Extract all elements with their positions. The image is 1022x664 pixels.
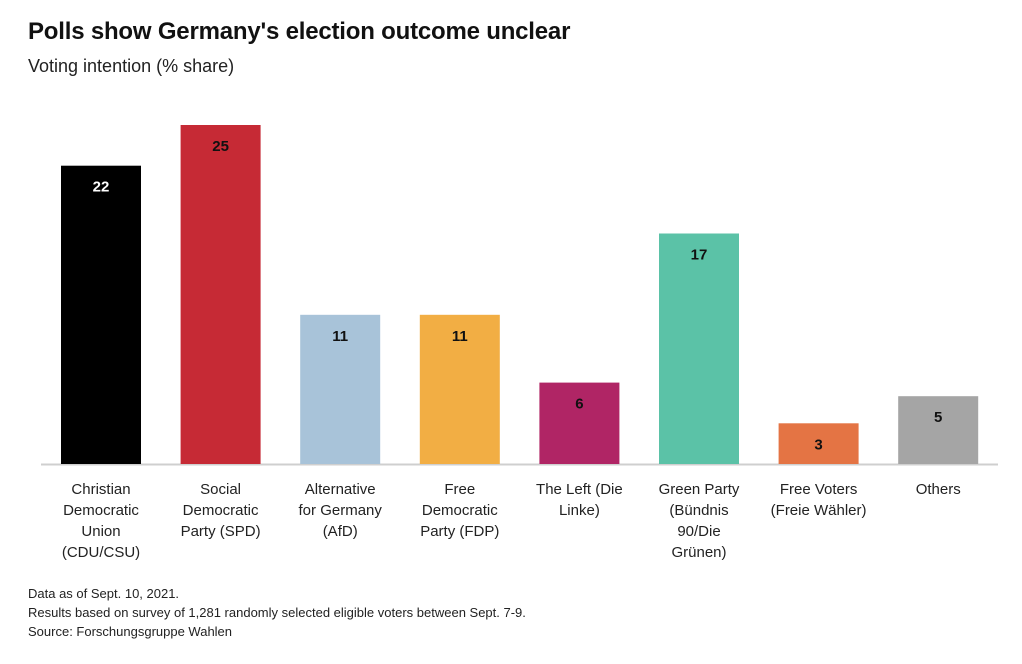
category-label: Free Democratic Party (FDP) (420, 481, 499, 540)
note-data-date: Data as of Sept. 10, 2021. (28, 586, 180, 601)
bar-value-label: 11 (332, 328, 348, 345)
chart-title: Polls show Germany's election outcome un… (28, 18, 571, 45)
bar-6 (778, 423, 859, 464)
bar-5 (659, 233, 739, 464)
bars-group: 22 Christian Democratic Union (CDU/CSU) 25 Soc… (61, 125, 979, 561)
chart-subtitle: Voting intention (% share) (28, 56, 235, 76)
bar-value-label: 22 (93, 179, 110, 196)
bar-0 (61, 165, 141, 464)
bar-3 (419, 314, 500, 464)
bar-value-label: 3 (814, 436, 822, 453)
note-survey: Results based on survey of 1,281 randoml… (28, 605, 526, 620)
category-label: Alternative for Germany (AfD) (299, 481, 383, 540)
note-source: Source: Forschungsgruppe Wahlen (28, 624, 233, 639)
category-label: Christian Democratic Union (CDU/CSU) (62, 481, 140, 561)
category-label: Free Voters (Freie Wähler) (771, 481, 867, 519)
bar-value-label: 17 (691, 247, 708, 264)
category-label: Social Democratic Party (SPD) (181, 481, 261, 540)
bar-value-label: 6 (575, 396, 583, 413)
bar-value-label: 25 (212, 138, 229, 155)
bar-value-label: 5 (934, 409, 942, 426)
category-label: Green Party (Bündnis 90/Die Grünen) (659, 481, 740, 561)
bar-7 (898, 396, 979, 464)
bar-value-label: 11 (452, 328, 468, 345)
bar-1 (180, 125, 261, 464)
bar-4 (539, 382, 620, 464)
category-label: Others (916, 481, 961, 498)
footnotes: Data as of Sept. 10, 2021. Results based… (28, 584, 526, 641)
category-label: The Left (Die Linke) (536, 481, 623, 519)
bar-2 (300, 314, 381, 464)
